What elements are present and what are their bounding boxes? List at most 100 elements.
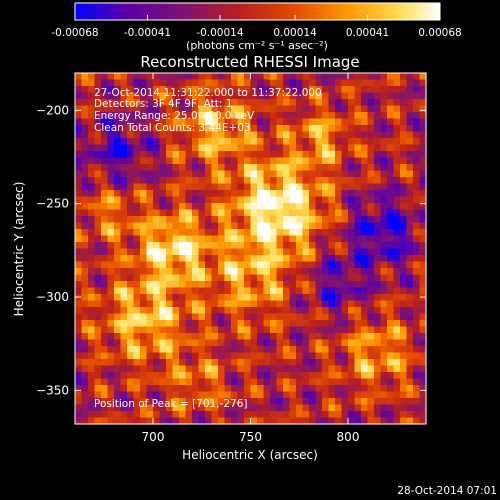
- heatmap-cell: [205, 391, 213, 399]
- heatmap-cell: [81, 229, 89, 237]
- heatmap-cell: [237, 144, 245, 152]
- heatmap-cell: [374, 320, 382, 328]
- heatmap-cell: [120, 248, 128, 256]
- heatmap-cell: [302, 391, 310, 399]
- heatmap-cell: [237, 385, 245, 393]
- heatmap-cell: [361, 73, 369, 81]
- heatmap-cell: [133, 326, 141, 334]
- heatmap-cell: [380, 372, 388, 380]
- heatmap-cell: [166, 86, 174, 94]
- heatmap-cell: [198, 307, 206, 315]
- heatmap-cell: [315, 216, 323, 224]
- heatmap-cell: [120, 235, 128, 243]
- heatmap-cell: [387, 268, 395, 276]
- heatmap-cell: [81, 73, 89, 81]
- heatmap-cell: [198, 190, 206, 198]
- heatmap-cell: [127, 326, 135, 334]
- heatmap-cell: [192, 92, 200, 100]
- heatmap-cell: [413, 222, 421, 230]
- heatmap-cell: [172, 378, 180, 386]
- x-tick-label: 700: [142, 430, 165, 444]
- heatmap-cell: [133, 391, 141, 399]
- heatmap-cell: [211, 359, 219, 367]
- heatmap-cell: [309, 105, 317, 113]
- heatmap-cell: [107, 164, 115, 172]
- heatmap-cell: [250, 294, 258, 302]
- heatmap-cell: [198, 391, 206, 399]
- heatmap-cell: [406, 99, 414, 107]
- heatmap-cell: [192, 294, 200, 302]
- heatmap-cell: [289, 339, 297, 347]
- heatmap-cell: [146, 261, 154, 269]
- heatmap-cell: [146, 144, 154, 152]
- heatmap-cell: [367, 203, 375, 211]
- heatmap-cell: [133, 398, 141, 406]
- heatmap-cell: [257, 398, 265, 406]
- heatmap-cell: [348, 105, 356, 113]
- heatmap-cell: [172, 242, 180, 250]
- heatmap-cell: [244, 177, 252, 185]
- heatmap-cell: [81, 281, 89, 289]
- heatmap-cell: [198, 196, 206, 204]
- heatmap-cell: [283, 287, 291, 295]
- heatmap-cell: [153, 138, 161, 146]
- heatmap-cell: [250, 144, 258, 152]
- heatmap-cell: [263, 151, 271, 159]
- heatmap-cell: [348, 138, 356, 146]
- heatmap-cell: [237, 398, 245, 406]
- heatmap-cell: [276, 118, 284, 126]
- heatmap-cell: [127, 86, 135, 94]
- heatmap-cell: [172, 248, 180, 256]
- heatmap-cell: [133, 138, 141, 146]
- heatmap-cell: [192, 255, 200, 263]
- heatmap-cell: [114, 391, 122, 399]
- heatmap-cell: [419, 365, 427, 373]
- heatmap-cell: [419, 222, 427, 230]
- heatmap-cell: [335, 151, 343, 159]
- heatmap-cell: [244, 138, 252, 146]
- heatmap-cell: [192, 190, 200, 198]
- heatmap-cell: [393, 209, 401, 217]
- heatmap-cell: [257, 320, 265, 328]
- heatmap-cell: [224, 300, 232, 308]
- heatmap-cell: [211, 112, 219, 120]
- heatmap-cell: [400, 333, 408, 341]
- heatmap-cell: [237, 190, 245, 198]
- heatmap-cell: [263, 281, 271, 289]
- heatmap-cell: [335, 216, 343, 224]
- heatmap-cell: [94, 339, 102, 347]
- heatmap-cell: [341, 320, 349, 328]
- heatmap-cell: [224, 385, 232, 393]
- heatmap-cell: [419, 151, 427, 159]
- heatmap-cell: [367, 131, 375, 139]
- heatmap-cell: [133, 151, 141, 159]
- heatmap-cell: [413, 151, 421, 159]
- heatmap-cell: [270, 365, 278, 373]
- heatmap-cell: [101, 346, 109, 354]
- heatmap-cell: [315, 99, 323, 107]
- heatmap-cell: [354, 86, 362, 94]
- heatmap-cell: [374, 112, 382, 120]
- heatmap-cell: [335, 209, 343, 217]
- heatmap-cell: [328, 151, 336, 159]
- heatmap-cell: [380, 326, 388, 334]
- heatmap-cell: [140, 131, 148, 139]
- heatmap-cell: [75, 346, 83, 354]
- heatmap-cell: [309, 79, 317, 87]
- heatmap-cell: [224, 268, 232, 276]
- heatmap-cell: [322, 105, 330, 113]
- heatmap-cell: [302, 365, 310, 373]
- heatmap-cell: [257, 294, 265, 302]
- heatmap-cell: [81, 404, 89, 412]
- heatmap-cell: [263, 326, 271, 334]
- heatmap-cell: [172, 313, 180, 321]
- heatmap-cell: [114, 352, 122, 360]
- heatmap-cell: [393, 411, 401, 419]
- heatmap-cell: [419, 385, 427, 393]
- heatmap-cell: [146, 164, 154, 172]
- heatmap-cell: [133, 73, 141, 81]
- heatmap-cell: [387, 131, 395, 139]
- heatmap-cell: [81, 196, 89, 204]
- heatmap-cell: [127, 73, 135, 81]
- heatmap-cell: [198, 333, 206, 341]
